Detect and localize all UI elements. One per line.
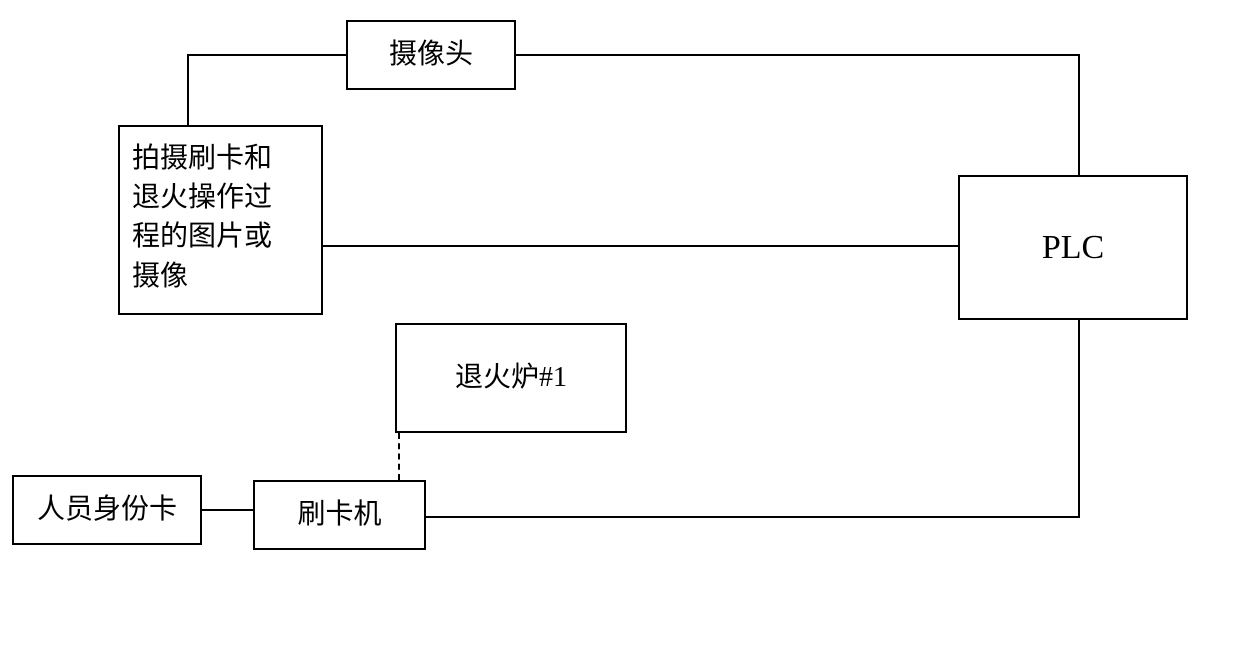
edge-idcard-cardreader xyxy=(202,509,253,511)
capture-label: 拍摄刷卡和 退火操作过 程的图片或 摄像 xyxy=(132,139,272,296)
furnace-node: 退火炉#1 xyxy=(395,323,627,433)
edge-camera-capture-h xyxy=(187,54,346,56)
edge-cardreader-plc-h xyxy=(426,516,1080,518)
id-card-node: 人员身份卡 xyxy=(12,475,202,545)
plc-node: PLC xyxy=(958,175,1188,320)
camera-node: 摄像头 xyxy=(346,20,516,90)
card-reader-node: 刷卡机 xyxy=(253,480,426,550)
plc-label: PLC xyxy=(1042,224,1104,272)
edge-furnace-cardreader xyxy=(398,433,400,480)
camera-label: 摄像头 xyxy=(389,35,473,74)
edge-cardreader-plc-v xyxy=(1078,320,1080,518)
capture-node: 拍摄刷卡和 退火操作过 程的图片或 摄像 xyxy=(118,125,323,315)
edge-camera-plc-v xyxy=(1078,54,1080,175)
edge-capture-plc xyxy=(323,245,958,247)
edge-camera-plc-h xyxy=(516,54,1080,56)
id-card-label: 人员身份卡 xyxy=(37,490,177,529)
card-reader-label: 刷卡机 xyxy=(297,495,381,534)
edge-camera-capture-v xyxy=(187,54,189,125)
furnace-label: 退火炉#1 xyxy=(455,358,567,397)
